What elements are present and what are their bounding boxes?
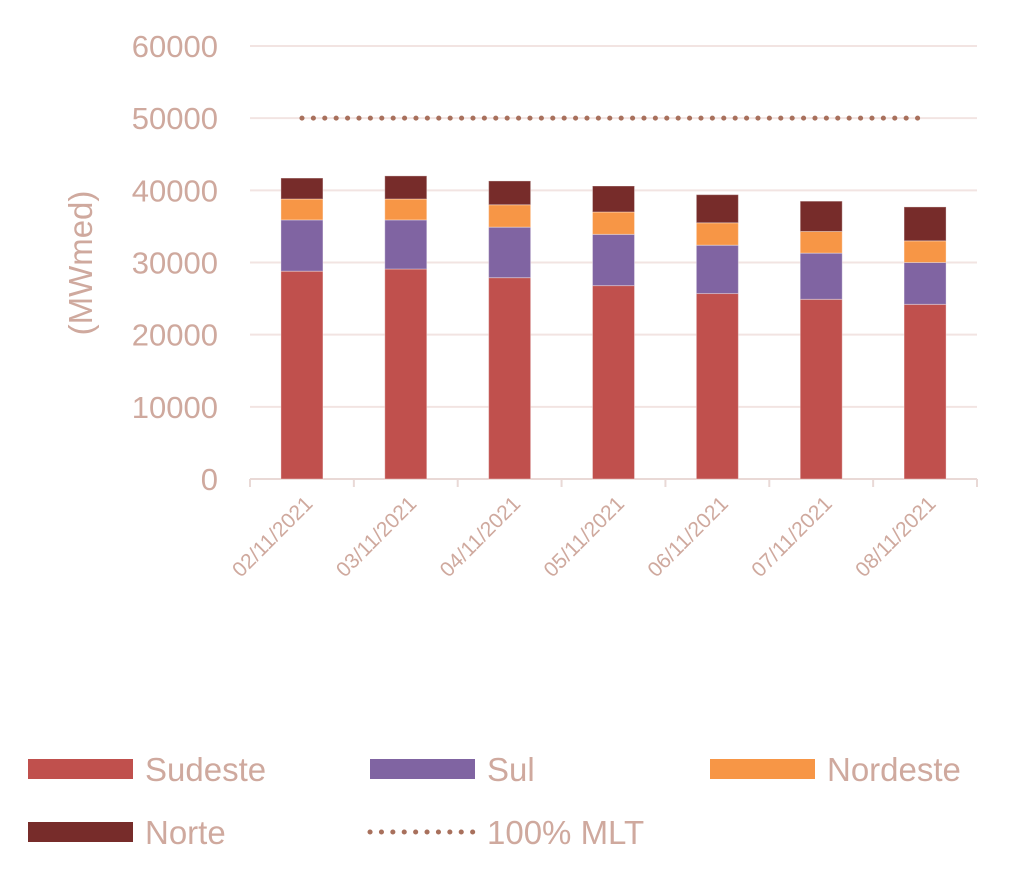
bar-sul xyxy=(799,252,843,300)
y-tick-label: 10000 xyxy=(132,390,218,425)
legend-swatch-norte xyxy=(28,822,133,842)
bar-nordeste xyxy=(592,211,635,235)
y-tick-label: 60000 xyxy=(132,29,218,64)
y-tick-label: 30000 xyxy=(132,246,218,281)
bar-norte xyxy=(592,185,635,213)
legend-swatch-sudeste xyxy=(28,759,133,779)
bar-sudeste xyxy=(384,268,428,480)
legend-label-mlt: 100% MLT xyxy=(487,814,644,851)
bar-sul xyxy=(695,244,739,295)
bar-sudeste xyxy=(695,293,739,480)
legend-label-nordeste: Nordeste xyxy=(827,751,961,788)
bar-sul xyxy=(488,226,532,279)
y-axis-label: (MWmed) xyxy=(62,191,99,336)
x-tick-label: 06/11/2021 xyxy=(643,492,732,581)
x-tick-label: 05/11/2021 xyxy=(540,492,629,581)
x-tick-label: 07/11/2021 xyxy=(747,492,836,581)
bar-norte xyxy=(799,200,843,232)
bar-nordeste xyxy=(695,222,739,246)
bar-sul xyxy=(280,219,324,272)
bar-norte xyxy=(695,194,739,224)
bar-sudeste xyxy=(903,303,947,480)
bar-sul xyxy=(903,262,947,305)
bar-sudeste xyxy=(488,277,532,480)
x-tick-label: 02/11/2021 xyxy=(228,492,317,581)
legend-label-sul: Sul xyxy=(487,751,535,788)
legend-label-norte: Norte xyxy=(145,814,226,851)
bar-nordeste xyxy=(488,204,532,228)
bar-sul xyxy=(384,219,428,270)
legend-swatch-sul xyxy=(370,759,475,779)
bar-nordeste xyxy=(280,198,324,221)
bar-norte xyxy=(903,206,947,242)
x-tick-label: 04/11/2021 xyxy=(436,492,525,581)
y-tick-label: 50000 xyxy=(132,101,218,136)
legend-swatch-nordeste xyxy=(710,759,815,779)
bar-norte xyxy=(384,175,428,200)
bar-nordeste xyxy=(903,240,947,264)
y-tick-label: 0 xyxy=(201,462,218,497)
bar-norte xyxy=(280,177,324,200)
bar-sudeste xyxy=(280,270,324,480)
bar-sul xyxy=(592,233,635,287)
bar-sudeste xyxy=(799,298,843,480)
bar-nordeste xyxy=(384,198,428,221)
bar-sudeste xyxy=(592,285,635,480)
bar-norte xyxy=(488,180,532,206)
y-tick-label: 40000 xyxy=(132,173,218,208)
legend-label-sudeste: Sudeste xyxy=(145,751,266,788)
x-tick-label: 03/11/2021 xyxy=(332,492,421,581)
y-tick-label: 20000 xyxy=(132,318,218,353)
x-tick-label: 08/11/2021 xyxy=(851,492,940,581)
bar-nordeste xyxy=(799,230,843,254)
